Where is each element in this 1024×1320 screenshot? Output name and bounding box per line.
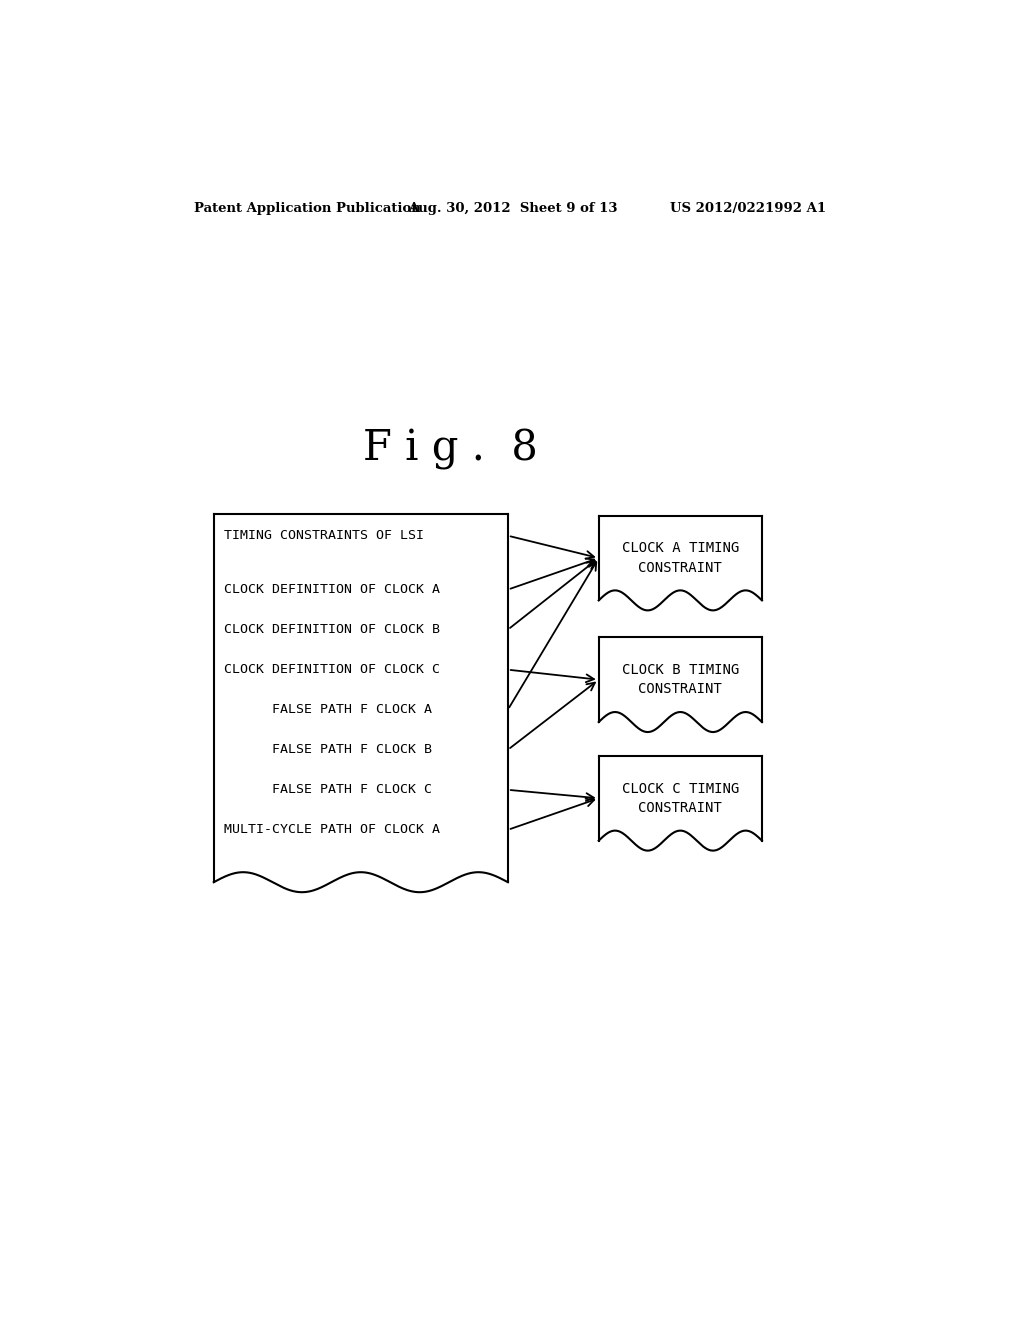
Text: CLOCK DEFINITION OF CLOCK A: CLOCK DEFINITION OF CLOCK A <box>224 583 440 597</box>
Text: TIMING CONSTRAINTS OF LSI: TIMING CONSTRAINTS OF LSI <box>224 529 425 543</box>
Text: CLOCK B TIMING
CONSTRAINT: CLOCK B TIMING CONSTRAINT <box>622 663 739 697</box>
Text: MULTI-CYCLE PATH OF CLOCK A: MULTI-CYCLE PATH OF CLOCK A <box>224 824 440 837</box>
Text: FALSE PATH F CLOCK B: FALSE PATH F CLOCK B <box>224 743 432 756</box>
Text: F i g .  8: F i g . 8 <box>362 429 538 470</box>
Text: Aug. 30, 2012  Sheet 9 of 13: Aug. 30, 2012 Sheet 9 of 13 <box>408 202 617 215</box>
Text: CLOCK DEFINITION OF CLOCK C: CLOCK DEFINITION OF CLOCK C <box>224 663 440 676</box>
Text: FALSE PATH F CLOCK A: FALSE PATH F CLOCK A <box>224 704 432 717</box>
Text: CLOCK DEFINITION OF CLOCK B: CLOCK DEFINITION OF CLOCK B <box>224 623 440 636</box>
Text: FALSE PATH F CLOCK C: FALSE PATH F CLOCK C <box>224 783 432 796</box>
Text: CLOCK A TIMING
CONSTRAINT: CLOCK A TIMING CONSTRAINT <box>622 541 739 574</box>
Text: Patent Application Publication: Patent Application Publication <box>194 202 421 215</box>
Text: CLOCK C TIMING
CONSTRAINT: CLOCK C TIMING CONSTRAINT <box>622 781 739 814</box>
Text: US 2012/0221992 A1: US 2012/0221992 A1 <box>670 202 825 215</box>
